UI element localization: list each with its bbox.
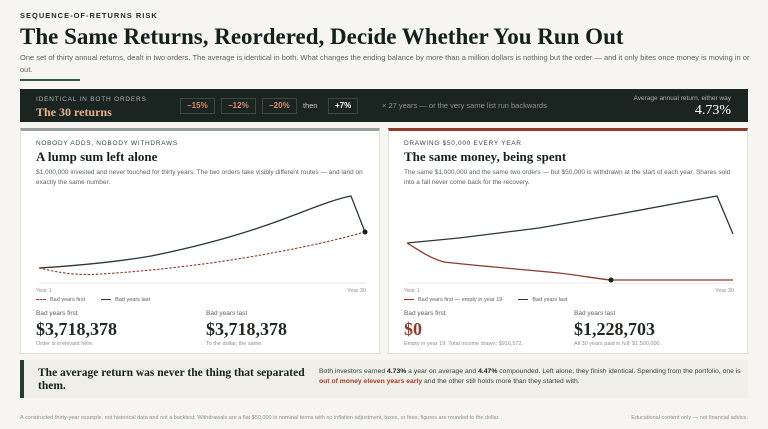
stat-value: $0 — [404, 319, 422, 339]
return-chip: −20% — [262, 98, 297, 114]
panel-kicker: NOBODY ADDS, NOBODY WITHDRAWS — [36, 140, 178, 147]
stat-value: $1,228,703 — [574, 319, 655, 339]
eyebrow: SEQUENCE-OF-RETURNS RISK — [20, 11, 158, 20]
average-value: 4.73% — [694, 103, 731, 118]
callout-heading: The average return was never the thing t… — [38, 367, 305, 392]
axis-end-label: Year 30 — [347, 288, 366, 294]
panel-description: $1,000,000 invested and never touched fo… — [36, 169, 363, 186]
panel-lump-sum: NOBODY ADDS, NOBODY WITHDRAWS A lump sum… — [20, 128, 380, 354]
stat-label: Bad years first — [404, 310, 446, 317]
legend-item: Bad years first — empty in year 19 — [404, 297, 502, 303]
depletion-marker — [608, 277, 614, 283]
band-title: The 30 returns — [36, 105, 112, 119]
legend-item: Bad years first — [36, 297, 85, 303]
stat-note: To the dollar, the same. — [206, 341, 263, 347]
line-bad-years-first — [38, 231, 366, 276]
axis-start-label: Year 1 — [36, 288, 52, 294]
stat-label: Bad years last — [206, 310, 248, 317]
page-subtitle: One set of thirty annual returns, dealt … — [20, 53, 750, 74]
axis-start-label: Year 1 — [404, 288, 420, 294]
footer-disclaimer: A constructed thirty-year example, not h… — [20, 415, 500, 421]
panel-description: The same $1,000,000 and the same two ord… — [404, 169, 731, 186]
returns-band: IDENTICAL IN BOTH ORDERS The 30 returns … — [20, 89, 748, 122]
stat-bad-last: Bad years last $1,228,703 All 30 years p… — [574, 310, 739, 347]
conclusion-callout: The average return was never the thing t… — [20, 360, 748, 398]
chart-legend: Bad years first — empty in year 19 Bad y… — [404, 297, 567, 303]
stat-note: Empty in year 19. Total income drawn: $9… — [404, 341, 524, 347]
band-note: × 27 years — or the very same list run b… — [382, 101, 547, 110]
lump-sum-chart — [38, 195, 368, 284]
line-bad-years-last — [406, 195, 734, 244]
band-kicker: IDENTICAL IN BOTH ORDERS — [36, 96, 147, 103]
panel-withdrawals: DRAWING $50,000 EVERY YEAR The same mone… — [388, 128, 748, 354]
legend-item: Bad years last — [101, 297, 150, 303]
stat-value: $3,718,378 — [36, 319, 117, 339]
return-chip-positive: +7% — [328, 98, 359, 114]
return-chip: −15% — [180, 98, 215, 114]
panel-title: A lump sum left alone — [36, 149, 158, 164]
stat-label: Bad years last — [574, 310, 616, 317]
page-title: The Same Returns, Reordered, Decide Whet… — [20, 24, 624, 49]
panel-kicker: DRAWING $50,000 EVERY YEAR — [404, 140, 522, 147]
chart-legend: Bad years first Bad years last — [36, 297, 150, 303]
legend-item: Bad years last — [518, 297, 567, 303]
stat-label: Bad years first — [36, 310, 78, 317]
panel-title: The same money, being spent — [404, 149, 567, 164]
stat-bad-first: Bad years first $3,718,378 Order is irre… — [36, 310, 201, 347]
band-then: then — [303, 101, 318, 110]
stat-bad-last: Bad years last $3,718,378 To the dollar,… — [206, 310, 371, 347]
axis-end-label: Year 30 — [715, 288, 734, 294]
stat-note: All 30 years paid in full: $1,500,000. — [574, 341, 662, 347]
line-bad-years-last — [38, 195, 366, 269]
line-bad-years-first — [406, 242, 733, 281]
return-chip: −12% — [221, 98, 256, 114]
accent-rule — [20, 79, 80, 81]
average-label: Average annual return, either way — [633, 95, 731, 102]
stat-note: Order is irrelevant here. — [36, 341, 94, 347]
footer-advice-note: Educational content only — not financial… — [631, 415, 748, 421]
stat-bad-first: Bad years first $0 Empty in year 19. Tot… — [404, 310, 569, 347]
callout-body: Both investors earned 4.73% a year on av… — [319, 368, 741, 385]
withdrawal-chart — [406, 195, 734, 284]
end-point-marker — [362, 229, 368, 235]
stat-value: $3,718,378 — [206, 319, 287, 339]
